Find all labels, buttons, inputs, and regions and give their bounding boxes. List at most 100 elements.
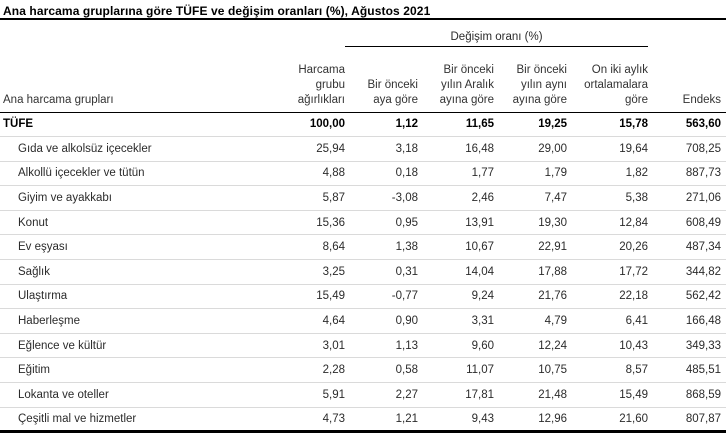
cell-twelve-avg: 17,72 [567, 259, 649, 285]
table-row: Lokanta ve oteller 5,91 2,27 17,81 21,48 15,4… [0, 382, 726, 408]
cell-weight: 5,87 [285, 185, 345, 211]
cell-annual: 7,47 [494, 185, 567, 211]
cell-annual: 19,30 [494, 210, 567, 236]
cell-index: 271,06 [648, 185, 726, 211]
cell-weight: 5,91 [285, 382, 345, 408]
table-row-total: TÜFE 100,00 1,12 11,65 19,25 15,78 563,60 [0, 112, 726, 138]
cell-twelve-avg: 6,41 [567, 308, 649, 334]
cell-monthly: 3,18 [345, 136, 418, 162]
cell-monthly: -3,08 [345, 185, 418, 211]
cell-group: Eğlence ve kültür [0, 333, 285, 359]
cell-index: 887,73 [648, 161, 726, 187]
cell-annual: 10,75 [494, 357, 567, 384]
table-row: Alkollü içecekler ve tütün 4,88 0,18 1,77 1,… [0, 161, 726, 187]
cell-annual: 17,88 [494, 259, 567, 285]
table-header: Değişim oranı (%) Ana harcama grupları Har… [0, 20, 726, 113]
cell-since-dec: 1,77 [418, 161, 494, 187]
cell-monthly: 1,21 [345, 407, 418, 433]
cell-monthly: 0,31 [345, 259, 418, 285]
cell-weight: 2,28 [285, 357, 345, 384]
cell-weight: 4,88 [285, 161, 345, 187]
cell-group: Gıda ve alkolsüz içecekler [0, 136, 285, 162]
cell-monthly: 0,18 [345, 161, 418, 187]
cell-twelve-avg: 1,82 [567, 161, 649, 187]
cell-twelve-avg: 5,38 [567, 185, 649, 211]
cell-twelve-avg: 15,78 [567, 112, 649, 138]
report-title: Ana harcama gruplarına göre TÜFE ve deği… [0, 0, 726, 20]
cell-annual: 1,79 [494, 161, 567, 187]
cell-group: Ev eşyası [0, 234, 285, 261]
cell-weight: 3,01 [285, 333, 345, 359]
cell-group: Lokanta ve oteller [0, 382, 285, 408]
cell-since-dec: 11,07 [418, 357, 494, 384]
cell-group: Alkollü içecekler ve tütün [0, 161, 285, 187]
table-body: TÜFE 100,00 1,12 11,65 19,25 15,78 563,60 Gıda … [0, 112, 726, 433]
cell-monthly: 0,90 [345, 308, 418, 334]
group-header-spacer-right [648, 20, 726, 46]
cell-annual: 21,48 [494, 382, 567, 408]
column-header-group: Ana harcama grupları [0, 46, 285, 113]
column-header-twelve-avg: On iki aylık ortalamalara göre [567, 46, 649, 113]
column-header-since-dec: Bir önceki yılın Aralık ayına göre [418, 46, 494, 113]
cell-since-dec: 9,43 [418, 407, 494, 433]
cell-twelve-avg: 19,64 [567, 136, 649, 162]
cell-since-dec: 9,60 [418, 333, 494, 359]
cell-group: Çeşitli mal ve hizmetler [0, 407, 285, 433]
cell-index: 487,34 [648, 234, 726, 261]
column-header-monthly: Bir önceki aya göre [345, 46, 418, 113]
group-header-degisim-orani: Değişim oranı (%) [345, 20, 649, 47]
cell-annual: 29,00 [494, 136, 567, 162]
cell-index: 166,48 [648, 308, 726, 334]
table-row: Çeşitli mal ve hizmetler 4,73 1,21 9,43 12,9… [0, 407, 726, 433]
cell-twelve-avg: 20,26 [567, 234, 649, 261]
column-header-weight: Harcama grubu ağırlıkları [285, 46, 345, 113]
table-row: Eğitim 2,28 0,58 11,07 10,75 8,57 485,51 [0, 357, 726, 384]
cell-twelve-avg: 21,60 [567, 407, 649, 433]
cell-annual: 21,76 [494, 284, 567, 310]
cell-twelve-avg: 12,84 [567, 210, 649, 236]
cell-group: Ulaştırma [0, 284, 285, 310]
table-row: Sağlık 3,25 0,31 14,04 17,88 17,72 344,82 [0, 259, 726, 285]
cell-index: 563,60 [648, 112, 726, 138]
cell-since-dec: 17,81 [418, 382, 494, 408]
cell-weight: 25,94 [285, 136, 345, 162]
table-row: Ev eşyası 8,64 1,38 10,67 22,91 20,26 487,34 [0, 234, 726, 261]
column-header-row: Ana harcama grupları Harcama grubu ağırlı… [0, 46, 726, 113]
cell-annual: 12,96 [494, 407, 567, 433]
cell-index: 349,33 [648, 333, 726, 359]
cell-monthly: 0,58 [345, 357, 418, 384]
group-header-spacer-left [0, 20, 345, 46]
cell-index: 485,51 [648, 357, 726, 384]
cell-monthly: 2,27 [345, 382, 418, 408]
cell-group: Haberleşme [0, 308, 285, 334]
column-header-index: Endeks [648, 46, 726, 113]
cell-annual: 4,79 [494, 308, 567, 334]
cell-since-dec: 16,48 [418, 136, 494, 162]
table-row: Eğlence ve kültür 3,01 1,13 9,60 12,24 10,43 3… [0, 333, 726, 359]
cell-since-dec: 10,67 [418, 234, 494, 261]
table-row: Ulaştırma 15,49 -0,77 9,24 21,76 22,18 562,42 [0, 284, 726, 310]
cell-monthly: -0,77 [345, 284, 418, 310]
cell-since-dec: 2,46 [418, 185, 494, 211]
cell-group: Eğitim [0, 357, 285, 384]
cell-twelve-avg: 8,57 [567, 357, 649, 384]
cell-index: 344,82 [648, 259, 726, 285]
table-row: Giyim ve ayakkabı 5,87 -3,08 2,46 7,47 5,38 27… [0, 185, 726, 211]
cell-since-dec: 3,31 [418, 308, 494, 334]
cell-monthly: 0,95 [345, 210, 418, 236]
cell-index: 708,25 [648, 136, 726, 162]
cell-group: Konut [0, 210, 285, 236]
cell-monthly: 1,13 [345, 333, 418, 359]
cell-since-dec: 13,91 [418, 210, 494, 236]
cell-weight: 3,25 [285, 259, 345, 285]
table-row: Haberleşme 4,64 0,90 3,31 4,79 6,41 166,48 [0, 308, 726, 334]
cell-weight: 8,64 [285, 234, 345, 261]
cell-group: Giyim ve ayakkabı [0, 185, 285, 211]
cell-weight: 15,49 [285, 284, 345, 310]
cell-twelve-avg: 15,49 [567, 382, 649, 408]
table-row: Konut 15,36 0,95 13,91 19,30 12,84 608,49 [0, 210, 726, 236]
group-header-row: Değişim oranı (%) [0, 20, 726, 47]
cell-twelve-avg: 10,43 [567, 333, 649, 359]
column-header-annual: Bir önceki yılın aynı ayına göre [494, 46, 567, 113]
